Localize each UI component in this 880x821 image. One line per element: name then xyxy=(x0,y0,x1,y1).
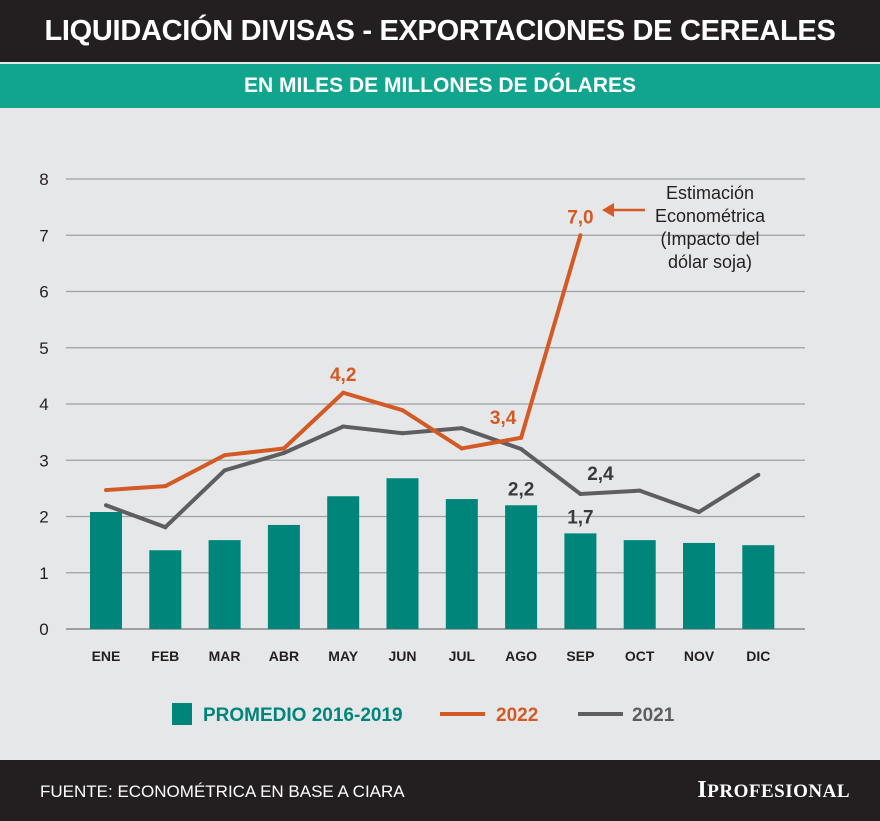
point-2022 xyxy=(459,446,464,451)
bar-promedio xyxy=(90,512,122,629)
point-2022 xyxy=(163,484,168,489)
iprofesional-logo: IPROFESIONAL xyxy=(697,777,850,803)
point-2021 xyxy=(104,503,108,508)
x-tick-label: JUL xyxy=(449,648,476,664)
data-label: 4,2 xyxy=(330,365,356,386)
point-2021 xyxy=(400,431,405,436)
bar-promedio xyxy=(742,545,775,629)
annotation-text: dólar soja) xyxy=(668,252,752,272)
x-tick-label: MAY xyxy=(328,648,358,664)
y-tick-label: 7 xyxy=(39,226,48,245)
chart-subtitle: EN MILES DE MILLONES DE DÓLARES xyxy=(0,64,880,108)
chart-title: LIQUIDACIÓN DIVISAS - EXPORTACIONES DE C… xyxy=(0,0,880,62)
point-2022 xyxy=(104,488,108,493)
x-tick-label: AGO xyxy=(505,648,537,664)
annotation-text: Estimación xyxy=(666,183,754,203)
point-2021 xyxy=(578,492,583,496)
point-2021 xyxy=(459,426,464,431)
bar-promedio xyxy=(505,505,538,629)
x-tick-label: DIC xyxy=(746,648,770,664)
point-2021 xyxy=(281,450,286,455)
point-2022 xyxy=(281,446,286,451)
annotation-text: (Impacto del xyxy=(660,229,759,249)
point-2021 xyxy=(756,472,761,477)
annotation-text: Econométrica xyxy=(655,206,766,226)
data-label: 1,7 xyxy=(567,507,593,528)
bar-promedio xyxy=(149,550,182,629)
y-tick-label: 5 xyxy=(39,339,48,358)
data-label: 2,4 xyxy=(587,464,614,485)
x-tick-label: ABR xyxy=(269,648,299,664)
point-2022 xyxy=(400,408,405,413)
bar-promedio xyxy=(623,540,656,629)
y-tick-label: 4 xyxy=(39,395,48,414)
source-text: FUENTE: ECONOMÉTRICA EN BASE A CIARA xyxy=(40,782,405,801)
footer: FUENTE: ECONOMÉTRICA EN BASE A CIARA IPR… xyxy=(0,760,880,821)
point-2021 xyxy=(519,447,524,451)
x-tick-label: SEP xyxy=(566,648,594,664)
line-2022 xyxy=(105,234,583,493)
chart: 0 1 2 3 4 5 6 7 8 ENE FEB MAR ABR MAY JUN JUL AGO SEP OCT N… xyxy=(39,170,805,726)
x-tick-label: ENE xyxy=(92,648,121,664)
data-label: 2,2 xyxy=(508,479,534,500)
x-tick-label: MAR xyxy=(209,648,241,664)
line-2021 xyxy=(105,424,760,530)
y-tick-label: 3 xyxy=(39,451,48,470)
legend-swatch-promedio xyxy=(172,703,192,725)
x-tick-label: OCT xyxy=(625,648,655,664)
point-2022 xyxy=(222,453,227,458)
y-tick-label: 1 xyxy=(39,564,48,583)
point-2022 xyxy=(578,233,583,238)
point-2021 xyxy=(637,488,642,493)
bar-promedio xyxy=(327,496,360,629)
y-tick-label: 2 xyxy=(39,508,48,527)
point-2021 xyxy=(697,510,701,514)
point-2021 xyxy=(341,424,346,429)
legend-label-2022: 2022 xyxy=(496,705,538,726)
bar-promedio xyxy=(683,542,715,629)
bar-promedio xyxy=(267,524,300,629)
x-tick-label: NOV xyxy=(684,648,715,664)
point-2022 xyxy=(519,435,524,440)
bar-promedio xyxy=(564,533,597,629)
point-2022 xyxy=(341,390,346,395)
legend-label-2021: 2021 xyxy=(632,705,675,726)
x-tick-label: FEB xyxy=(151,648,179,664)
arrow-head-icon xyxy=(602,203,614,217)
y-tick-label: 0 xyxy=(39,620,48,639)
bar-promedio xyxy=(208,540,241,629)
point-2021 xyxy=(222,468,227,473)
point-2021 xyxy=(163,525,168,530)
y-tick-label: 8 xyxy=(39,170,48,189)
bar-promedio xyxy=(445,499,478,629)
y-tick-label: 6 xyxy=(39,283,48,302)
x-tick-label: JUN xyxy=(388,648,416,664)
data-label: 3,4 xyxy=(490,408,517,429)
legend-label-promedio: PROMEDIO 2016-2019 xyxy=(203,705,403,726)
data-label: 7,0 xyxy=(567,207,593,228)
bar-promedio xyxy=(386,478,419,629)
